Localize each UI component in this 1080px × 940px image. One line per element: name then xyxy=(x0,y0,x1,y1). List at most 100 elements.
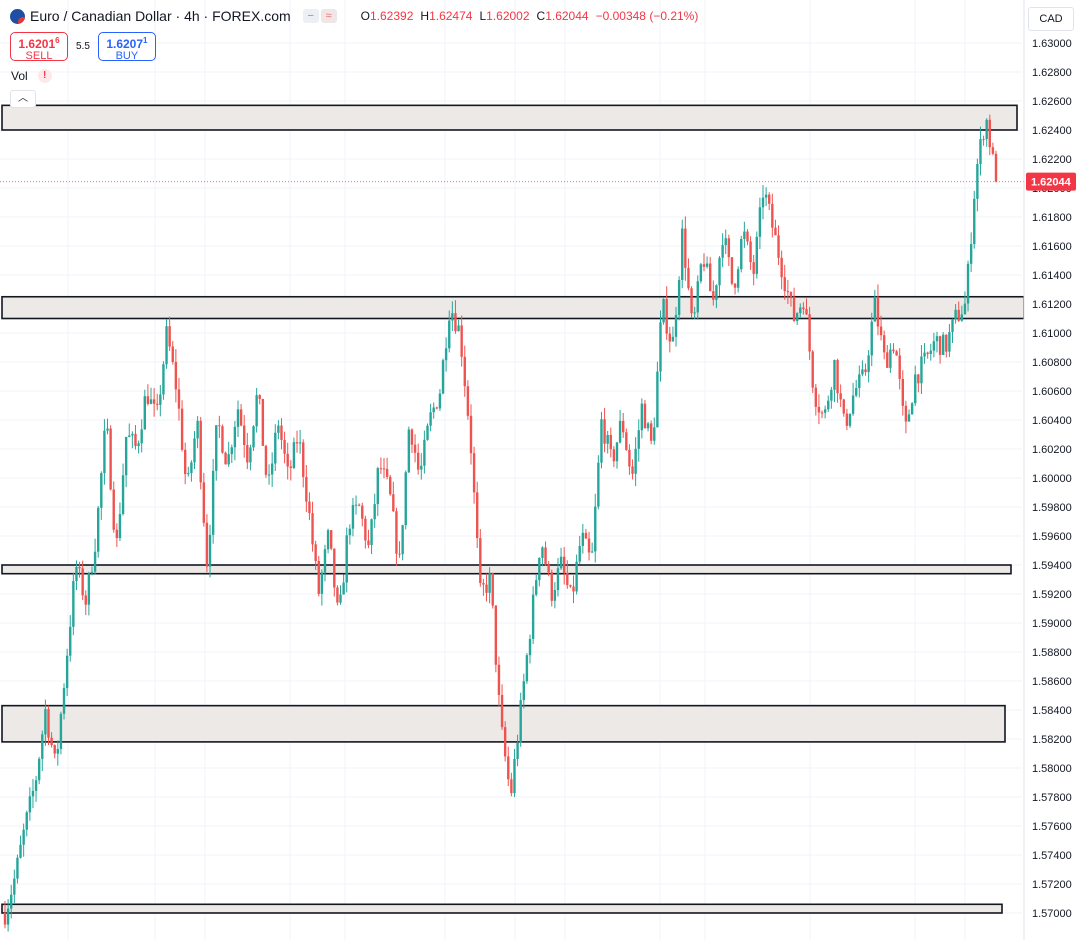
candle xyxy=(730,257,734,286)
data-delay-icon[interactable]: ≈ xyxy=(320,9,337,23)
collapse-legend-button[interactable]: ︿ xyxy=(10,90,36,108)
candle-body xyxy=(233,426,237,448)
candle-body xyxy=(190,462,193,474)
candle xyxy=(193,431,196,469)
price-tick-label: 1.57000 xyxy=(1032,908,1072,920)
candle xyxy=(864,363,867,376)
market-closed-icon[interactable]: − xyxy=(302,9,319,23)
candle-body xyxy=(13,878,16,895)
candle-body xyxy=(507,756,510,780)
candle xyxy=(239,403,243,427)
candle-body xyxy=(479,538,482,584)
candle-body xyxy=(985,119,988,140)
candle-body xyxy=(62,688,66,714)
candle-body xyxy=(441,360,445,394)
candle-body xyxy=(243,425,246,446)
candle xyxy=(659,310,662,382)
candle-body xyxy=(895,351,898,356)
candle xyxy=(10,884,13,919)
candle xyxy=(538,557,541,587)
candle xyxy=(348,524,352,545)
candle xyxy=(385,457,389,480)
candle-body xyxy=(385,468,389,477)
candle-body xyxy=(684,228,687,268)
candle-body xyxy=(488,573,491,593)
candle xyxy=(811,350,814,393)
symbol-title[interactable]: Euro / Canadian Dollar · 4h · FOREX.com xyxy=(30,8,291,24)
market-status-icons[interactable]: − ≈ xyxy=(302,9,337,23)
candle-body xyxy=(659,322,662,372)
candle-body xyxy=(531,594,535,639)
candle xyxy=(488,567,491,604)
candle-body xyxy=(730,257,734,284)
candle xyxy=(416,443,420,475)
last-price-label: 1.62044 xyxy=(1031,177,1072,189)
candle-body xyxy=(469,415,473,454)
candle-body xyxy=(491,573,494,606)
candle-body xyxy=(28,796,32,813)
buy-button[interactable]: 1.62071 BUY xyxy=(97,32,156,62)
candle xyxy=(221,424,224,454)
candle xyxy=(494,605,498,673)
candle xyxy=(146,384,150,406)
candle-body xyxy=(783,277,786,292)
candle-body xyxy=(205,522,209,567)
candle xyxy=(156,393,159,411)
candle-body xyxy=(199,420,202,483)
candle-body xyxy=(100,473,103,508)
candle-body xyxy=(615,442,619,462)
candle xyxy=(612,446,616,468)
candle-body xyxy=(746,231,749,242)
zone-rectangle xyxy=(1,564,1012,575)
zone-rectangle xyxy=(1,903,1003,914)
candle-body xyxy=(413,444,417,453)
candle-body xyxy=(668,333,672,342)
candle xyxy=(149,387,153,405)
candle-body xyxy=(177,389,181,409)
candle-body xyxy=(345,535,348,583)
candle-body xyxy=(289,466,293,468)
candle-body xyxy=(124,436,128,476)
sell-button[interactable]: 1.62016 SELL xyxy=(10,32,68,62)
candle-body xyxy=(106,428,109,431)
candle xyxy=(858,365,861,398)
candle xyxy=(889,343,892,373)
candle-body xyxy=(882,335,886,353)
candle-body xyxy=(892,349,895,352)
buy-price: 1.62071 xyxy=(99,35,155,50)
candle xyxy=(681,219,684,289)
price-tick-label: 1.61200 xyxy=(1032,299,1072,311)
candle-body xyxy=(578,546,581,562)
candle-body xyxy=(162,364,165,395)
candle-body xyxy=(482,583,485,585)
candle xyxy=(211,458,215,544)
candle-body xyxy=(687,267,690,289)
candle xyxy=(457,319,460,332)
candle-body xyxy=(833,360,836,390)
candle xyxy=(643,399,647,429)
candle xyxy=(376,466,379,517)
candle-body xyxy=(202,482,206,523)
candle xyxy=(733,282,737,295)
candle-body xyxy=(295,442,299,444)
candle xyxy=(814,384,818,416)
warning-icon[interactable]: ! xyxy=(37,69,52,83)
candle-body xyxy=(336,587,339,603)
candle xyxy=(628,444,631,475)
candle-body xyxy=(665,299,668,334)
candle-body xyxy=(566,572,569,586)
candle xyxy=(432,402,435,419)
price-tick-label: 1.62200 xyxy=(1032,154,1072,166)
candle xyxy=(622,412,625,438)
candle xyxy=(345,527,348,593)
volume-label[interactable]: Vol xyxy=(11,69,28,83)
candle xyxy=(479,529,482,587)
candle xyxy=(472,446,476,504)
candle-body xyxy=(535,580,538,595)
candle-body xyxy=(855,388,858,396)
candle-body xyxy=(339,594,342,603)
candle xyxy=(590,542,594,554)
currency-badge[interactable]: CAD xyxy=(1028,7,1074,31)
candle-body xyxy=(454,313,457,332)
